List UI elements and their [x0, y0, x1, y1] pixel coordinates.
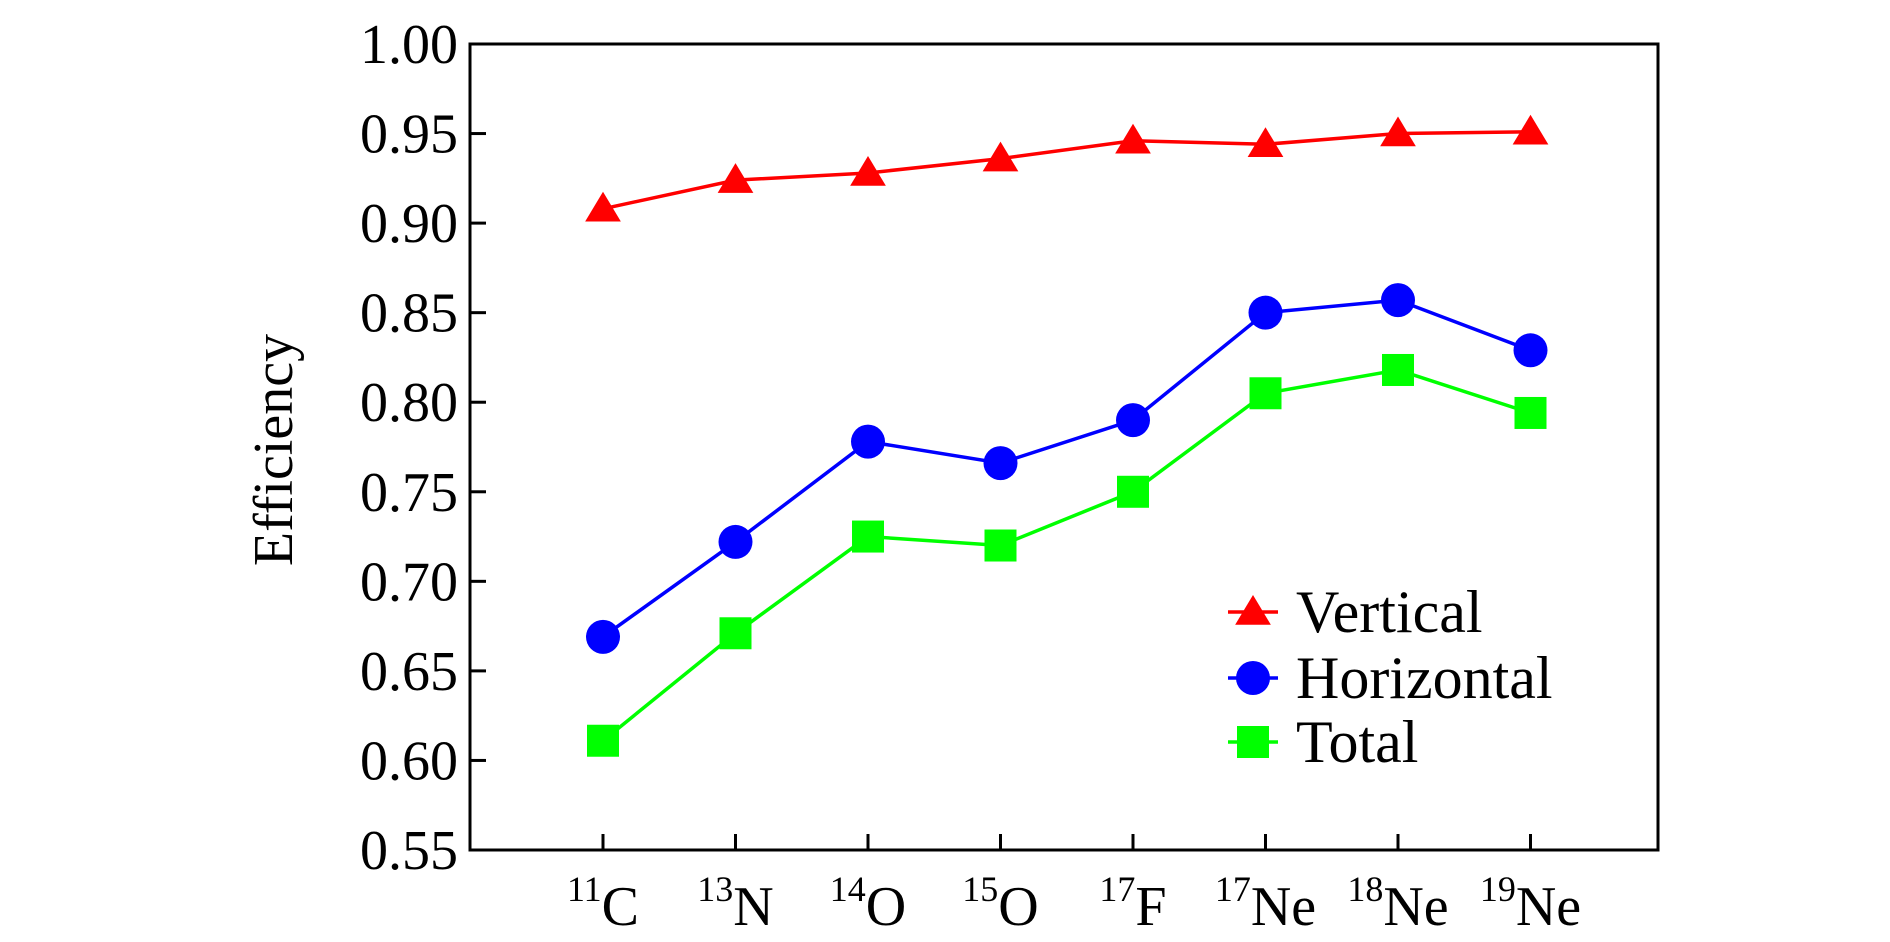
x-axis-ticks: 11C 13N 14O 15O 17F 17Ne 18Ne 19Ne	[567, 834, 1581, 938]
data-point-horizontal	[851, 424, 885, 459]
x-tick-label-element: Ne	[1251, 876, 1316, 938]
x-tick-label: 17Ne	[1215, 869, 1316, 938]
y-tick-label: 0.65	[360, 641, 458, 703]
x-tick-label-mass-number: 17	[1099, 869, 1135, 909]
y-tick-label: 0.85	[360, 283, 458, 345]
legend-label-total: Total	[1296, 709, 1418, 775]
legend-marker-horizontal	[1236, 661, 1270, 695]
y-tick-label: 0.80	[360, 372, 458, 434]
data-point-total	[1382, 353, 1414, 386]
legend-label-horizontal: Horizontal	[1296, 645, 1553, 711]
y-tick-label: 0.70	[360, 551, 458, 613]
data-point-total	[1249, 377, 1282, 410]
data-point-horizontal	[1381, 283, 1415, 318]
legend-marker-total	[1237, 726, 1269, 758]
data-point-vertical	[1115, 123, 1151, 154]
x-tick-label: 14O	[830, 869, 906, 938]
series-line-vertical	[602, 130, 1531, 211]
series-horizontal	[586, 283, 1548, 654]
y-axis-ticks: 0.55 0.60 0.65 0.70 0.75 0.80 0.85 0.90 0.95 1.00	[360, 14, 486, 882]
y-tick-label: 0.90	[360, 193, 458, 255]
series-line-total	[601, 368, 1532, 743]
x-tick-label-element: O	[866, 876, 906, 938]
x-tick-label: 13N	[697, 869, 773, 938]
y-tick-label: 1.00	[360, 14, 458, 76]
data-point-horizontal	[983, 446, 1018, 481]
x-tick-label: 11C	[567, 869, 639, 938]
series-layer	[585, 114, 1549, 757]
plot-frame	[468, 42, 1660, 852]
x-tick-label-element: F	[1135, 876, 1166, 938]
data-point-vertical	[717, 163, 754, 193]
data-point-vertical	[585, 191, 621, 222]
y-tick-label: 0.75	[360, 462, 458, 524]
x-tick-label-element: N	[733, 876, 773, 938]
series-line-horizontal	[601, 298, 1532, 639]
data-point-horizontal	[1116, 403, 1150, 438]
data-point-horizontal	[586, 619, 620, 654]
data-point-horizontal	[1248, 295, 1283, 330]
x-tick-label-element: Ne	[1516, 876, 1581, 938]
data-point-vertical	[1380, 116, 1416, 147]
data-point-total	[719, 617, 752, 650]
x-tick-label: 19Ne	[1480, 869, 1581, 938]
data-point-total	[1117, 475, 1149, 508]
x-tick-label-element: C	[602, 876, 639, 938]
x-tick-label-mass-number: 19	[1480, 869, 1516, 909]
x-tick-label: 15O	[962, 869, 1038, 938]
y-tick-label: 0.60	[360, 730, 458, 792]
data-point-vertical	[982, 141, 1019, 172]
legend-label-vertical: Vertical	[1296, 579, 1483, 645]
x-tick-label-mass-number: 15	[962, 869, 998, 909]
x-tick-label-mass-number: 11	[567, 869, 602, 909]
y-tick-label: 0.95	[360, 104, 458, 166]
series-vertical	[585, 114, 1549, 222]
data-point-total	[852, 520, 884, 553]
x-tick-label: 18Ne	[1347, 869, 1448, 938]
data-point-vertical	[1512, 114, 1549, 145]
legend-marker-vertical	[1235, 595, 1271, 625]
data-point-horizontal	[718, 524, 753, 559]
y-tick-label: 0.55	[360, 820, 458, 882]
x-tick-label-element: O	[998, 876, 1038, 938]
data-point-vertical	[850, 155, 886, 186]
x-tick-label: 17F	[1099, 869, 1166, 938]
plot-area	[468, 42, 1660, 852]
x-tick-label-mass-number: 18	[1347, 869, 1383, 909]
x-tick-label-mass-number: 17	[1215, 869, 1251, 909]
x-tick-label-element: Ne	[1383, 876, 1448, 938]
x-tick-label-mass-number: 13	[697, 869, 733, 909]
y-axis-label: Efficiency	[243, 334, 305, 566]
data-point-total	[1514, 396, 1547, 429]
data-point-total	[587, 724, 619, 757]
series-total	[587, 353, 1547, 757]
data-point-total	[984, 529, 1017, 562]
data-point-horizontal	[1513, 333, 1548, 368]
x-tick-label-mass-number: 14	[830, 869, 866, 909]
data-point-vertical	[1247, 127, 1284, 158]
